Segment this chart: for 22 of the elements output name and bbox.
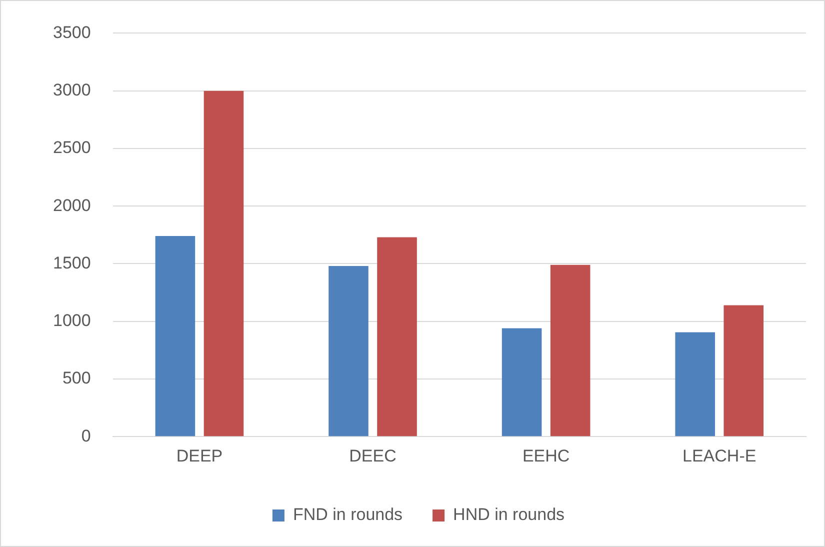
bar: [550, 264, 590, 436]
y-tick-label: 2000: [52, 196, 91, 215]
bar: [724, 305, 764, 436]
bar: [675, 332, 715, 436]
bar: [502, 328, 542, 436]
bar: [155, 236, 196, 436]
y-tick-label: 0: [81, 426, 91, 446]
x-tick-label: DEEC: [349, 446, 396, 466]
y-tick-label: 2500: [52, 138, 91, 158]
bar: [377, 237, 417, 436]
bar: [204, 90, 244, 436]
x-tick-label: LEACH-E: [682, 446, 756, 466]
y-tick-label: 500: [62, 368, 91, 388]
y-tick-label: 1000: [52, 311, 91, 330]
y-tick-label: 3500: [52, 22, 91, 42]
bar: [328, 266, 368, 436]
x-tick-label: DEEP: [176, 446, 223, 466]
legend-label: HND in rounds: [453, 505, 565, 524]
x-tick-label: EEHC: [522, 446, 570, 466]
legend-label: FND in rounds: [292, 505, 403, 524]
y-tick-label: 1500: [52, 253, 91, 272]
y-tick-label: 3000: [52, 80, 91, 100]
